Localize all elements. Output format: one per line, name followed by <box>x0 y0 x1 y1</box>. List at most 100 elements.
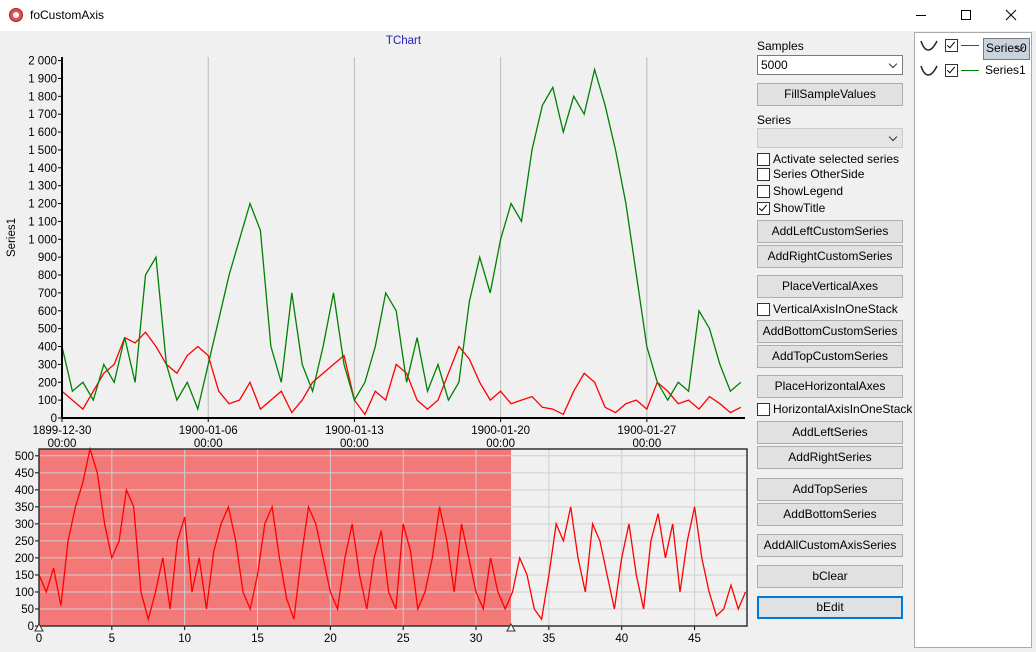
y-tick-label: 500 <box>15 451 34 463</box>
button[interactable]: AddAllCustomAxisSeries <box>757 534 903 557</box>
checkbox-box[interactable] <box>757 403 770 416</box>
checkbox-label: Series OtherSide <box>773 167 865 181</box>
dropdown[interactable] <box>757 128 903 148</box>
x-tick-label: 5 <box>109 633 115 645</box>
x-tick-label: 1900-01-13 00:00 <box>325 425 384 450</box>
x-tick-label: 35 <box>542 633 555 645</box>
button[interactable]: FillSampleValues <box>757 83 903 106</box>
checkbox-label: ShowTitle <box>773 201 826 215</box>
button[interactable]: AddLeftSeries <box>757 421 903 444</box>
selection <box>39 449 511 626</box>
checkbox-box[interactable] <box>757 303 770 316</box>
legend-label: Series1 <box>985 63 1026 77</box>
checkbox-box[interactable] <box>757 168 770 181</box>
y-tick-label: 0 <box>51 413 57 425</box>
button[interactable]: AddTopSeries <box>757 478 903 501</box>
x-tick-label: 1900-01-06 00:00 <box>179 425 238 450</box>
x-tick-label: 15 <box>251 633 264 645</box>
legend-item[interactable]: Series1 <box>915 60 1031 80</box>
legend-pane: Series0 Series1 <box>914 32 1032 648</box>
x-tick-label: 10 <box>178 633 191 645</box>
icon-curve <box>920 65 938 76</box>
checkbox-label: Activate selected series <box>773 152 900 166</box>
y-tick-label: 400 <box>38 342 57 354</box>
button[interactable]: AddBottomCustomSeries <box>757 320 903 343</box>
checkbox-box[interactable] <box>757 202 770 215</box>
button[interactable]: PlaceVerticalAxes <box>757 275 903 298</box>
x-tick-label: 40 <box>615 633 628 645</box>
series-line <box>61 331 742 416</box>
selection-handle[interactable] <box>506 622 516 632</box>
button[interactable]: AddTopCustomSeries <box>757 345 903 368</box>
checkbox[interactable]: Series OtherSide <box>757 167 907 182</box>
checkbox-box[interactable] <box>757 185 770 198</box>
y-tick-label: 1 900 <box>28 73 57 85</box>
y-tick-label: 250 <box>15 536 34 548</box>
y-tick-label: 200 <box>15 553 34 565</box>
legend-checkbox[interactable] <box>945 39 958 52</box>
x-tick-label: 45 <box>688 633 701 645</box>
series-line <box>38 446 747 622</box>
y-tick-label: 1 100 <box>28 216 57 228</box>
dropdown[interactable]: 5000 <box>757 55 903 75</box>
y-tick-label: 600 <box>38 306 57 318</box>
y-tick-label: 500 <box>38 324 57 336</box>
y-tick-label: 300 <box>38 359 57 371</box>
selection-handle[interactable] <box>34 622 44 632</box>
x-tick-label: 1899-12-30 00:00 <box>33 425 92 450</box>
y-tick-label: 300 <box>15 519 34 531</box>
x-tick-label: 1900-01-20 00:00 <box>471 425 530 450</box>
y-tick-label: 100 <box>15 587 34 599</box>
y-tick-label: 900 <box>38 252 57 264</box>
x-tick-label: 1900-01-27 00:00 <box>617 425 676 450</box>
series-icon <box>920 40 979 51</box>
icon-curve <box>920 40 938 51</box>
checkbox[interactable]: ShowLegend <box>757 184 907 199</box>
button[interactable]: AddRightSeries <box>757 446 903 469</box>
y-tick-label: 350 <box>15 502 34 514</box>
checkbox-box[interactable] <box>757 153 770 166</box>
legend-label: Series0 <box>983 38 1030 60</box>
button[interactable]: AddLeftCustomSeries <box>757 220 903 243</box>
checkbox[interactable]: Activate selected series <box>757 152 907 167</box>
y-tick-label: 150 <box>15 570 34 582</box>
y-tick-label: 800 <box>38 270 57 282</box>
button[interactable]: PlaceHorizontalAxes <box>757 375 903 398</box>
x-tick-label: 30 <box>470 633 483 645</box>
button[interactable]: bEdit <box>757 596 903 619</box>
y-tick-label: 1 800 <box>28 91 57 103</box>
y-tick-label: 1 000 <box>28 234 57 246</box>
checkbox-label: VerticalAxisInOneStack <box>773 302 898 316</box>
series-line <box>61 66 742 412</box>
button[interactable]: AddBottomSeries <box>757 503 903 526</box>
y-tick-label: 1 500 <box>28 145 57 157</box>
checkbox[interactable]: VerticalAxisInOneStack <box>757 302 907 317</box>
label: Series <box>757 113 792 127</box>
label: Samples <box>757 39 804 53</box>
legend-checkbox[interactable] <box>945 64 958 77</box>
button[interactable]: AddRightCustomSeries <box>757 245 903 268</box>
y-axis-title: Series1 <box>6 218 18 257</box>
y-tick-label: 700 <box>38 288 57 300</box>
y-tick-label: 1 400 <box>28 163 57 175</box>
y-tick-label: 200 <box>38 377 57 389</box>
y-tick-label: 100 <box>38 395 57 407</box>
y-tick-label: 1 700 <box>28 109 57 121</box>
button[interactable]: bClear <box>757 565 903 588</box>
window-title: foCustomAxis <box>30 8 105 22</box>
y-tick-label: 50 <box>21 604 34 616</box>
y-tick-label: 450 <box>15 468 34 480</box>
checkbox-label: HorizontalAxisInOneStack <box>773 402 913 416</box>
title-icons <box>9 8 1017 22</box>
plot-frame <box>38 448 748 627</box>
y-tick-label: 1 600 <box>28 127 57 139</box>
x-tick-label: 0 <box>36 633 42 645</box>
checkbox-label: ShowLegend <box>773 184 844 198</box>
series-icon <box>920 65 979 76</box>
x-tick-label: 20 <box>324 633 337 645</box>
title-bar: foCustomAxis <box>0 0 1036 31</box>
legend-item[interactable]: Series0 <box>915 35 1031 60</box>
checkbox[interactable]: ShowTitle <box>757 201 907 216</box>
checkbox[interactable]: HorizontalAxisInOneStack <box>757 402 912 417</box>
